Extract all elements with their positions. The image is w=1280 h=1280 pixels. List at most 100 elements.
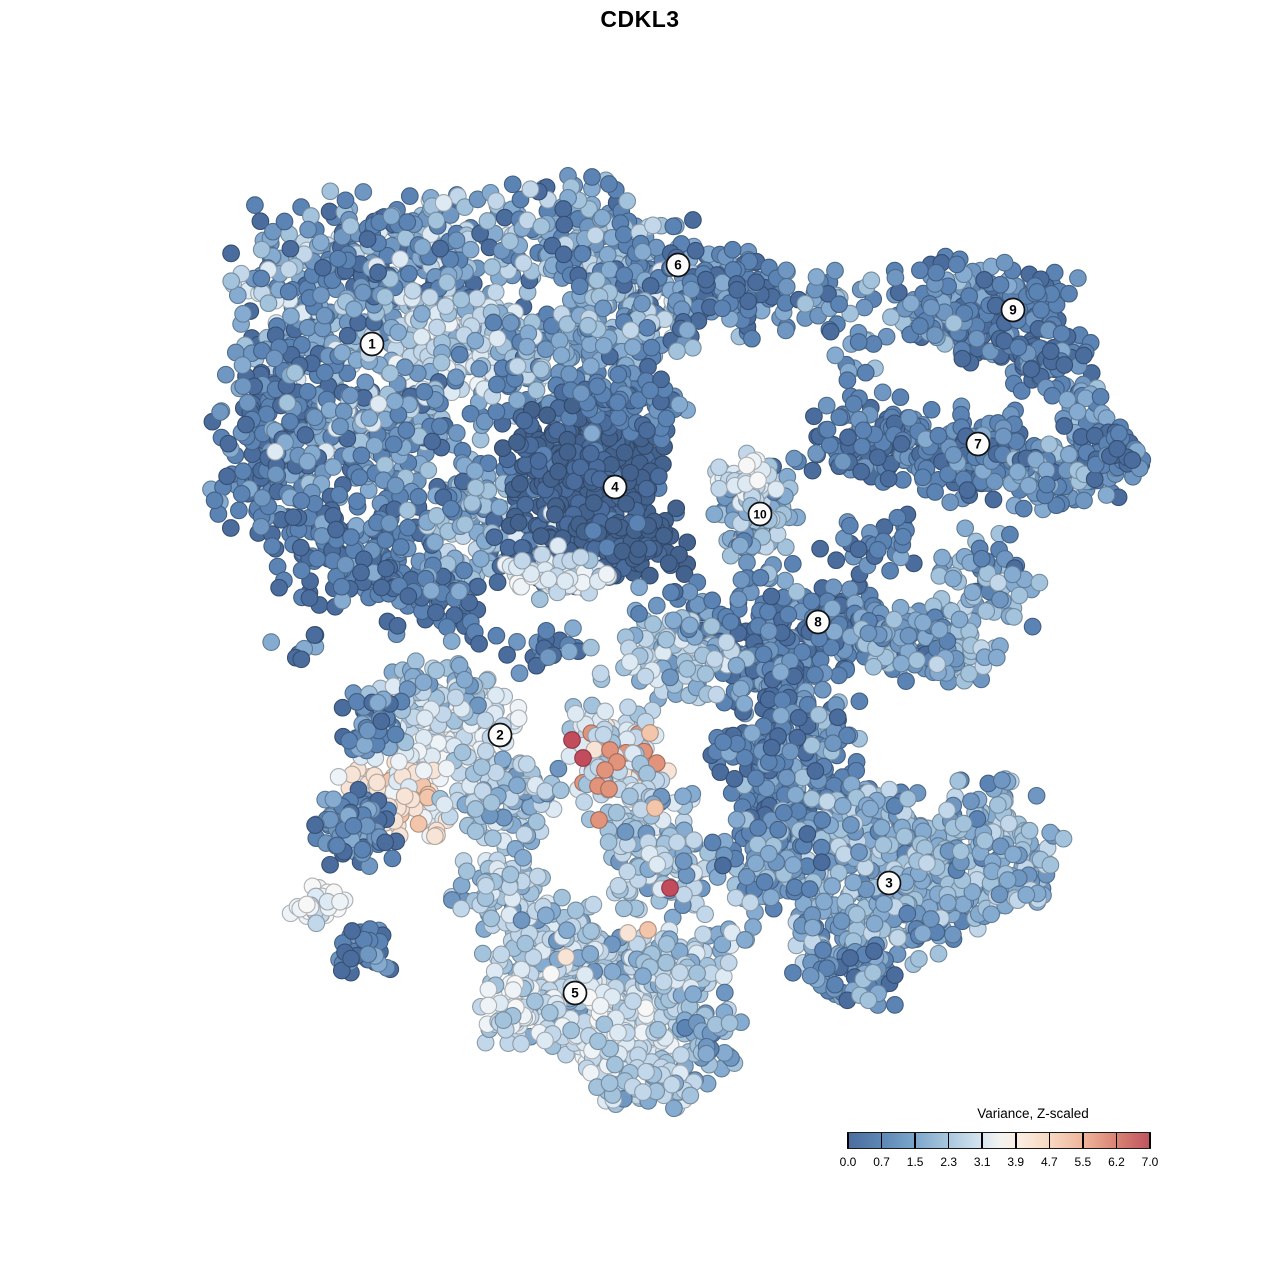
data-point	[218, 467, 236, 486]
data-point	[368, 773, 386, 792]
data-point	[358, 230, 377, 248]
data-point	[928, 655, 946, 674]
data-point	[987, 648, 1006, 667]
data-point	[279, 282, 298, 301]
data-point	[683, 338, 702, 357]
data-point	[338, 326, 357, 345]
data-point	[624, 338, 642, 357]
data-point	[442, 499, 460, 518]
data-point	[216, 365, 235, 384]
data-point	[509, 513, 528, 532]
data-point	[455, 561, 473, 580]
data-point	[820, 436, 839, 454]
data-point	[674, 787, 692, 806]
data-point	[554, 245, 573, 264]
data-point	[353, 840, 372, 859]
data-point	[291, 538, 310, 557]
data-point	[707, 685, 726, 704]
data-point	[897, 672, 915, 690]
data-point	[427, 661, 446, 680]
data-point	[452, 290, 471, 309]
data-point	[483, 829, 502, 848]
data-point	[926, 483, 944, 501]
data-point	[598, 245, 617, 264]
data-point	[944, 446, 963, 464]
data-point	[833, 452, 852, 471]
data-point	[1097, 486, 1116, 504]
data-point	[852, 462, 871, 481]
data-point	[483, 258, 501, 276]
data-point	[237, 415, 255, 434]
data-point	[403, 281, 422, 300]
data-point	[338, 364, 357, 383]
data-point	[488, 573, 507, 592]
data-point	[1009, 338, 1028, 357]
data-point	[447, 231, 466, 250]
data-point	[336, 191, 355, 210]
data-point	[597, 565, 616, 583]
data-point	[252, 269, 271, 288]
data-point	[466, 478, 485, 497]
data-point	[862, 271, 881, 290]
data-point	[593, 208, 612, 227]
data-point	[717, 633, 736, 651]
data-point	[899, 626, 918, 645]
data-point	[508, 391, 527, 409]
data-point	[329, 768, 348, 786]
data-point	[426, 827, 444, 846]
data-point	[621, 787, 639, 806]
data-point	[551, 781, 570, 800]
data-point	[638, 764, 656, 783]
data-point	[219, 434, 238, 453]
data-point	[383, 849, 402, 868]
data-point	[633, 242, 652, 261]
data-point	[583, 168, 601, 186]
data-point	[644, 216, 662, 235]
data-point	[515, 825, 534, 844]
data-point	[710, 479, 729, 498]
data-point	[205, 491, 224, 510]
data-point	[484, 313, 503, 332]
data-point	[828, 708, 847, 727]
data-point	[807, 268, 826, 286]
data-point	[796, 294, 815, 313]
data-point	[281, 412, 299, 431]
data-point	[1060, 445, 1078, 464]
data-point	[1008, 462, 1027, 481]
data-point	[776, 321, 795, 340]
data-point	[813, 680, 832, 699]
data-point	[555, 215, 574, 234]
data-point	[685, 831, 703, 850]
data-point	[613, 542, 632, 561]
data-point	[664, 217, 683, 236]
data-point	[771, 663, 790, 681]
data-point	[723, 240, 742, 259]
data-point	[594, 299, 613, 318]
data-point	[431, 417, 449, 436]
data-point	[900, 409, 918, 427]
data-point	[1055, 356, 1074, 374]
data-point	[922, 400, 941, 419]
data-point	[409, 488, 428, 506]
data-point	[1019, 476, 1038, 495]
data-point	[882, 308, 900, 326]
data-point	[354, 183, 373, 201]
data-point	[554, 200, 573, 218]
data-point	[1040, 435, 1058, 454]
data-point	[558, 443, 577, 461]
data-point	[298, 318, 317, 337]
data-point	[253, 489, 272, 507]
data-point	[234, 305, 252, 323]
data-point	[466, 800, 485, 818]
data-point	[450, 582, 468, 601]
data-point	[588, 377, 607, 396]
data-point	[211, 403, 229, 421]
data-point	[609, 876, 628, 895]
data-point	[425, 533, 444, 552]
data-point	[621, 463, 640, 482]
data-point	[342, 528, 360, 546]
data-point	[538, 406, 557, 425]
data-point	[705, 650, 724, 668]
data-point	[550, 331, 569, 350]
data-point	[552, 346, 571, 365]
